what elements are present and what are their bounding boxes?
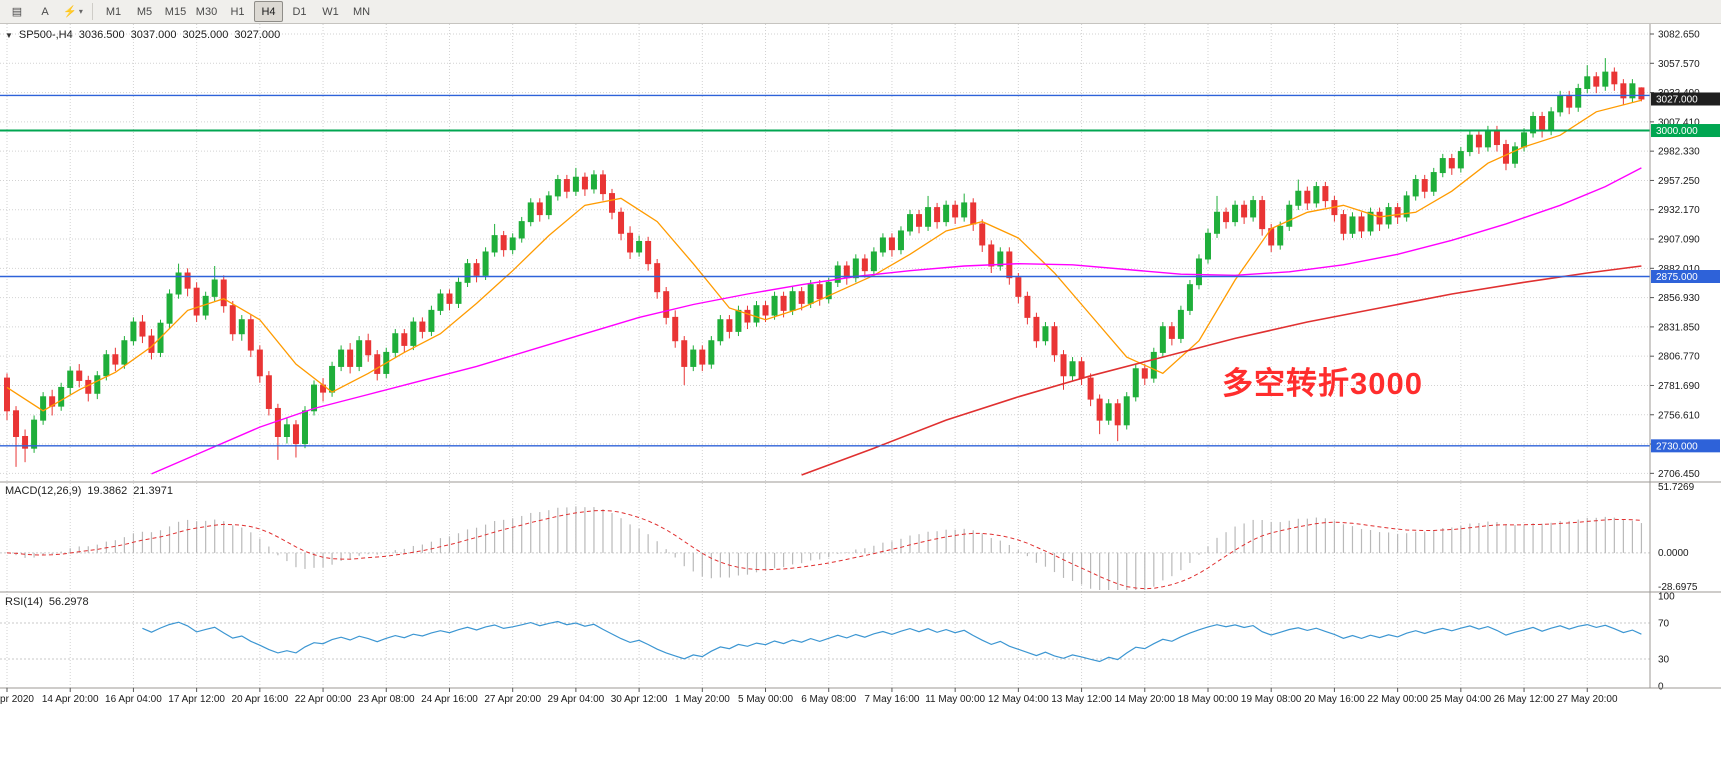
toolbar-separator — [92, 3, 93, 20]
svg-text:3000.000: 3000.000 — [1656, 126, 1698, 137]
svg-text:16 Apr 04:00: 16 Apr 04:00 — [105, 694, 162, 705]
svg-text:2856.930: 2856.930 — [1658, 293, 1700, 304]
svg-text:11 May 00:00: 11 May 00:00 — [925, 694, 985, 705]
svg-text:2730.000: 2730.000 — [1656, 441, 1698, 452]
svg-text:2806.770: 2806.770 — [1658, 352, 1700, 363]
svg-text:24 Apr 16:00: 24 Apr 16:00 — [421, 694, 478, 705]
chart-menu-icon[interactable]: ▼ — [5, 30, 13, 40]
svg-text:30 Apr 12:00: 30 Apr 12:00 — [611, 694, 668, 705]
tf-button-m5[interactable]: M5 — [136, 5, 153, 18]
svg-text:22 Apr 00:00: 22 Apr 00:00 — [295, 694, 352, 705]
svg-text:20 May 16:00: 20 May 16:00 — [1304, 694, 1365, 705]
ma-slow-red — [801, 265, 1642, 476]
macd-value-main: 19.3862 — [87, 485, 128, 497]
svg-text:7 May 16:00: 7 May 16:00 — [864, 694, 919, 705]
svg-text:25 May 04:00: 25 May 04:00 — [1431, 694, 1492, 705]
tf-button-m1[interactable]: M1 — [105, 5, 122, 18]
svg-text:2756.610: 2756.610 — [1658, 410, 1700, 421]
rsi-line — [142, 620, 1642, 663]
svg-text:3057.570: 3057.570 — [1658, 59, 1700, 70]
time-axis: 13 Apr 2020 14 Apr 20:00 16 Apr 04:00 17 Ap… — [0, 688, 1618, 705]
symbol-period-label: SP500-,H4 — [18, 29, 73, 41]
timeframe-group: M1 M5 M15 M30 H1 H4 D1 W1 MN — [98, 1, 377, 22]
macd-label: MACD(12,26,9) 19.3862 21.3971 — [5, 485, 173, 497]
svg-text:2932.170: 2932.170 — [1658, 205, 1700, 216]
svg-text:0.0000: 0.0000 — [1658, 548, 1689, 559]
price-axis: 3082.6503057.5703032.4903007.4102982.330… — [1649, 24, 1721, 783]
svg-text:5 May 00:00: 5 May 00:00 — [738, 694, 793, 705]
svg-text:2882.010: 2882.010 — [1658, 264, 1700, 275]
svg-text:2831.850: 2831.850 — [1658, 322, 1700, 333]
annotate-text-icon[interactable]: A — [41, 5, 49, 18]
svg-text:13 Apr 2020: 13 Apr 2020 — [0, 694, 34, 705]
svg-text:2875.000: 2875.000 — [1656, 272, 1698, 283]
svg-text:27 May 20:00: 27 May 20:00 — [1557, 694, 1618, 705]
svg-text:14 May 20:00: 14 May 20:00 — [1114, 694, 1175, 705]
chart-annotation-text[interactable]: 多空转折3000 — [1222, 366, 1423, 401]
ma-fast-orange — [6, 99, 1642, 412]
chart-title: ▼ SP500-,H4 3036.500 3037.000 3025.000 3… — [5, 29, 280, 41]
styles-dropdown-button[interactable]: ⚡ ▾ — [59, 1, 87, 23]
tf-button-mn[interactable]: MN — [352, 5, 371, 18]
svg-text:6 May 08:00: 6 May 08:00 — [801, 694, 856, 705]
rsi-name: RSI(14) — [5, 596, 43, 608]
ohlc-close: 3027.000 — [234, 29, 281, 41]
chart-canvas[interactable]: 3082.6503057.5703032.4903007.4102982.330… — [0, 24, 1721, 783]
svg-text:18 May 00:00: 18 May 00:00 — [1178, 694, 1239, 705]
chart-list-icon[interactable]: ▤ — [11, 6, 23, 18]
ma-mid-magenta — [151, 167, 1642, 475]
svg-text:51.7269: 51.7269 — [1658, 482, 1695, 493]
rsi-label: RSI(14) 56.2978 — [5, 596, 89, 608]
svg-text:2781.690: 2781.690 — [1658, 381, 1700, 392]
svg-text:13 May 12:00: 13 May 12:00 — [1051, 694, 1112, 705]
macd-value-signal: 21.3971 — [133, 485, 173, 497]
lightning-icon: ⚡ — [63, 6, 77, 18]
svg-text:2706.450: 2706.450 — [1658, 469, 1700, 480]
toolbar: ▤ A ⚡ ▾ M1 M5 M15 M30 H1 H4 D1 W1 MN — [0, 0, 1721, 24]
tf-button-d1[interactable]: D1 — [292, 5, 307, 18]
svg-text:30: 30 — [1658, 655, 1670, 666]
svg-text:100: 100 — [1658, 592, 1675, 603]
panel-separators[interactable] — [0, 481, 1721, 689]
svg-text:2957.250: 2957.250 — [1658, 176, 1700, 187]
svg-text:3007.410: 3007.410 — [1658, 117, 1700, 128]
svg-text:70: 70 — [1658, 619, 1670, 630]
svg-text:1 May 20:00: 1 May 20:00 — [675, 694, 730, 705]
rsi-panel — [0, 620, 1650, 663]
svg-text:-28.6975: -28.6975 — [1658, 582, 1698, 593]
macd-signal-line — [6, 509, 1642, 590]
svg-text:23 Apr 08:00: 23 Apr 08:00 — [358, 694, 415, 705]
caret-down-icon: ▾ — [78, 7, 83, 16]
svg-text:0: 0 — [1658, 682, 1664, 693]
price-tags: 3000.000 2875.000 2730.000 3027.000 — [1651, 92, 1720, 453]
ohlc-open: 3036.500 — [78, 29, 125, 41]
svg-text:27 Apr 20:00: 27 Apr 20:00 — [484, 694, 541, 705]
tf-button-w1[interactable]: W1 — [322, 5, 339, 18]
svg-text:3027.000: 3027.000 — [1656, 94, 1698, 105]
ohlc-low: 3025.000 — [182, 29, 229, 41]
macd-panel — [0, 506, 1650, 590]
svg-text:17 Apr 12:00: 17 Apr 12:00 — [168, 694, 225, 705]
svg-text:14 Apr 20:00: 14 Apr 20:00 — [42, 694, 99, 705]
svg-text:26 May 12:00: 26 May 12:00 — [1494, 694, 1555, 705]
ohlc-high: 3037.000 — [130, 29, 177, 41]
tf-button-h4[interactable]: H4 — [254, 1, 283, 22]
tf-button-m15[interactable]: M15 — [164, 5, 187, 18]
svg-text:22 May 00:00: 22 May 00:00 — [1367, 694, 1428, 705]
macd-name: MACD(12,26,9) — [5, 485, 82, 497]
tf-button-m30[interactable]: M30 — [195, 5, 218, 18]
svg-text:19 May 08:00: 19 May 08:00 — [1241, 694, 1302, 705]
rsi-value: 56.2978 — [48, 596, 89, 608]
moving-averages — [6, 99, 1642, 476]
tf-button-h1[interactable]: H1 — [230, 5, 245, 18]
svg-text:2982.330: 2982.330 — [1658, 147, 1700, 158]
svg-text:29 Apr 04:00: 29 Apr 04:00 — [548, 694, 605, 705]
svg-text:20 Apr 16:00: 20 Apr 16:00 — [231, 694, 288, 705]
svg-text:3082.650: 3082.650 — [1658, 30, 1700, 41]
svg-text:2907.090: 2907.090 — [1658, 235, 1700, 246]
candles-layer — [4, 58, 1645, 467]
svg-text:12 May 04:00: 12 May 04:00 — [988, 694, 1049, 705]
hline-objects[interactable] — [0, 94, 1650, 447]
